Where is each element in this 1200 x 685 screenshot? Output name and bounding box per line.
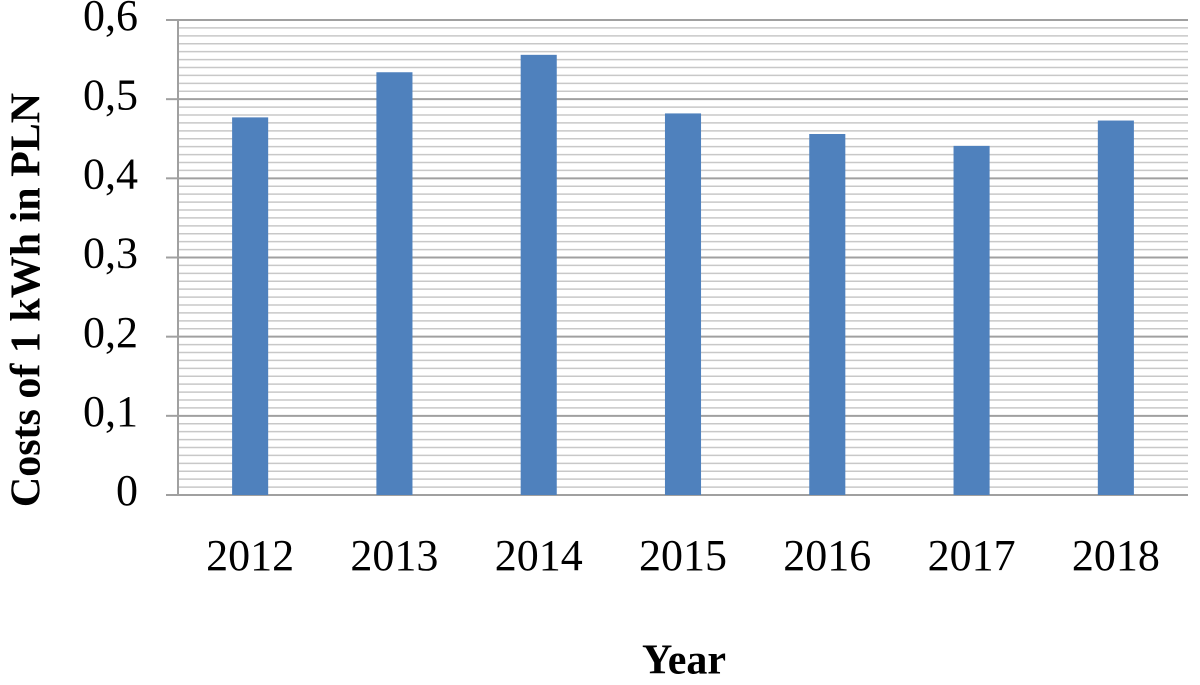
- x-tick-label: 2012: [206, 531, 294, 580]
- y-axis-title: Costs of 1 kWh in PLN: [4, 93, 50, 507]
- y-tick-label: 0,2: [83, 308, 138, 357]
- x-tick-label: 2016: [783, 531, 871, 580]
- x-tick-label: 2014: [495, 531, 583, 580]
- x-tick-label: 2015: [639, 531, 727, 580]
- y-tick-label: 0,3: [83, 229, 138, 278]
- bar: [520, 54, 557, 495]
- bar: [376, 72, 413, 495]
- x-tick-label: 2018: [1072, 531, 1160, 580]
- bar: [664, 113, 702, 496]
- bar: [1097, 120, 1134, 496]
- y-tick-label: 0,5: [83, 70, 138, 119]
- x-tick-label: 2017: [928, 531, 1016, 580]
- x-tick-label: 2013: [350, 531, 438, 580]
- bar: [809, 134, 846, 495]
- bar: [953, 145, 990, 495]
- y-tick-label: 0,1: [83, 387, 138, 436]
- x-axis-title: Year: [642, 638, 726, 684]
- y-tick-label: 0,4: [83, 149, 138, 198]
- bar: [232, 117, 269, 495]
- y-tick-label: 0: [116, 466, 138, 515]
- y-tick-label: 0,6: [83, 0, 138, 40]
